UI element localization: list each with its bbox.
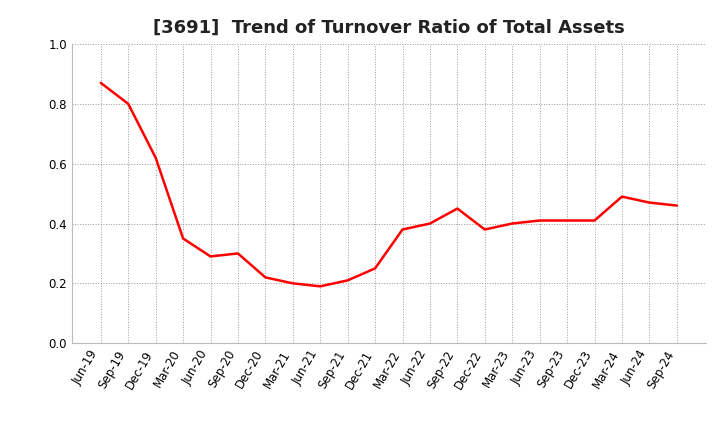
Title: [3691]  Trend of Turnover Ratio of Total Assets: [3691] Trend of Turnover Ratio of Total … [153, 19, 625, 37]
